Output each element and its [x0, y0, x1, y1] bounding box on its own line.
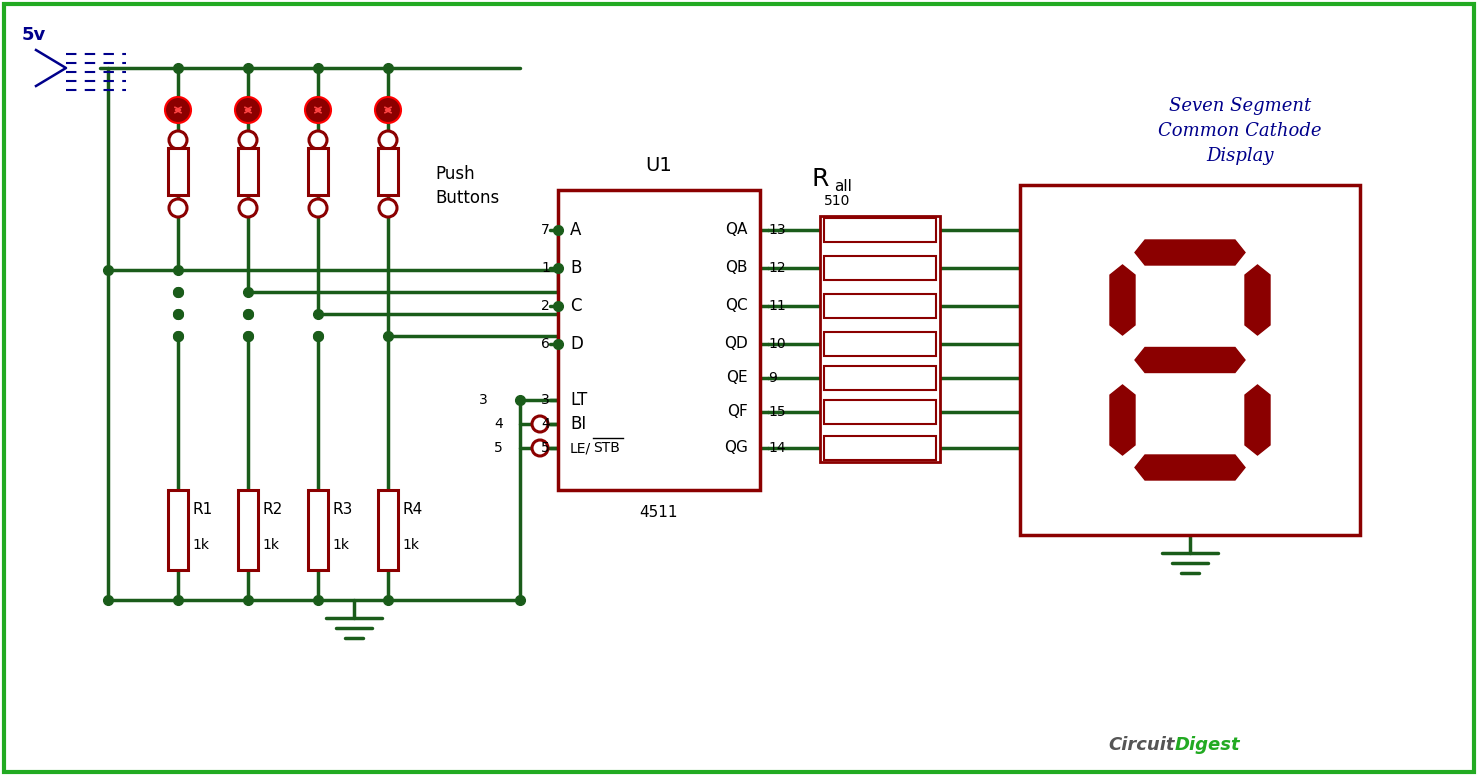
Text: QG: QG	[724, 441, 748, 456]
Bar	[825, 218, 936, 242]
Text: 13: 13	[769, 223, 786, 237]
Text: 9: 9	[769, 371, 777, 385]
Text: 1k: 1k	[402, 538, 418, 552]
Text: 510: 510	[825, 194, 850, 208]
Text: 5v: 5v	[22, 26, 46, 44]
Bar	[825, 294, 936, 318]
Text: R2: R2	[262, 503, 282, 518]
Text: all: all	[834, 179, 851, 194]
Bar	[1020, 185, 1360, 535]
Text: 6: 6	[541, 337, 550, 351]
Bar	[238, 490, 259, 570]
Text: 2: 2	[541, 299, 550, 313]
Circle shape	[239, 199, 257, 217]
Text: R4: R4	[402, 503, 423, 518]
Text: 1k: 1k	[262, 538, 279, 552]
Circle shape	[168, 131, 188, 149]
Text: R: R	[811, 167, 829, 191]
Text: 12: 12	[769, 261, 786, 275]
Bar	[825, 332, 936, 356]
Text: 11: 11	[769, 299, 786, 313]
Bar	[168, 490, 188, 570]
Text: 15: 15	[769, 405, 786, 419]
Circle shape	[235, 97, 262, 123]
Circle shape	[378, 131, 398, 149]
Bar	[825, 436, 936, 460]
Text: 5: 5	[541, 441, 550, 455]
Text: QF: QF	[727, 404, 748, 420]
Text: 10: 10	[769, 337, 786, 351]
Text: QA: QA	[726, 223, 748, 237]
Text: QB: QB	[726, 261, 748, 275]
Bar	[307, 148, 328, 195]
Bar	[825, 366, 936, 390]
Circle shape	[304, 97, 331, 123]
Circle shape	[375, 97, 401, 123]
Circle shape	[168, 199, 188, 217]
Text: 1: 1	[541, 261, 550, 275]
Text: Push
Buttons: Push Buttons	[435, 165, 500, 206]
Circle shape	[309, 199, 327, 217]
Text: STB: STB	[593, 441, 619, 455]
Text: U1: U1	[646, 156, 672, 175]
Bar	[238, 148, 259, 195]
Text: QE: QE	[726, 370, 748, 386]
Text: 1k: 1k	[192, 538, 208, 552]
Polygon shape	[1244, 265, 1270, 335]
Text: 3: 3	[479, 393, 488, 407]
Bar	[378, 490, 398, 570]
Text: A: A	[571, 221, 581, 239]
Text: QC: QC	[726, 299, 748, 314]
Text: 7: 7	[541, 223, 550, 237]
Text: Digest: Digest	[1175, 736, 1240, 754]
Text: R1: R1	[192, 503, 213, 518]
Text: 4: 4	[541, 417, 550, 431]
Text: QD: QD	[724, 337, 748, 352]
Circle shape	[166, 97, 191, 123]
Text: LT: LT	[571, 391, 587, 409]
Polygon shape	[1135, 455, 1244, 480]
Bar	[307, 490, 328, 570]
Text: BI: BI	[571, 415, 587, 433]
Bar	[825, 400, 936, 424]
Text: B: B	[571, 259, 581, 277]
Bar	[559, 190, 760, 490]
Circle shape	[309, 131, 327, 149]
Text: 5: 5	[494, 441, 503, 455]
Circle shape	[239, 131, 257, 149]
Polygon shape	[1135, 348, 1244, 372]
Text: 14: 14	[769, 441, 786, 455]
Bar	[378, 148, 398, 195]
Circle shape	[532, 416, 548, 432]
Text: 4511: 4511	[640, 505, 678, 520]
Text: 4: 4	[494, 417, 503, 431]
Bar	[825, 256, 936, 280]
Text: Seven Segment
Common Cathode
Display: Seven Segment Common Cathode Display	[1159, 97, 1321, 165]
Circle shape	[378, 199, 398, 217]
Text: LE/: LE/	[571, 441, 591, 455]
Text: Circuit: Circuit	[1108, 736, 1175, 754]
Polygon shape	[1244, 385, 1270, 455]
Bar	[168, 148, 188, 195]
Text: 1k: 1k	[333, 538, 349, 552]
Polygon shape	[1135, 240, 1244, 265]
Text: C: C	[571, 297, 581, 315]
Text: R3: R3	[333, 503, 352, 518]
Polygon shape	[1110, 385, 1135, 455]
Polygon shape	[1110, 265, 1135, 335]
Text: 3: 3	[541, 393, 550, 407]
Bar	[820, 216, 940, 462]
Text: D: D	[571, 335, 582, 353]
Circle shape	[532, 440, 548, 456]
